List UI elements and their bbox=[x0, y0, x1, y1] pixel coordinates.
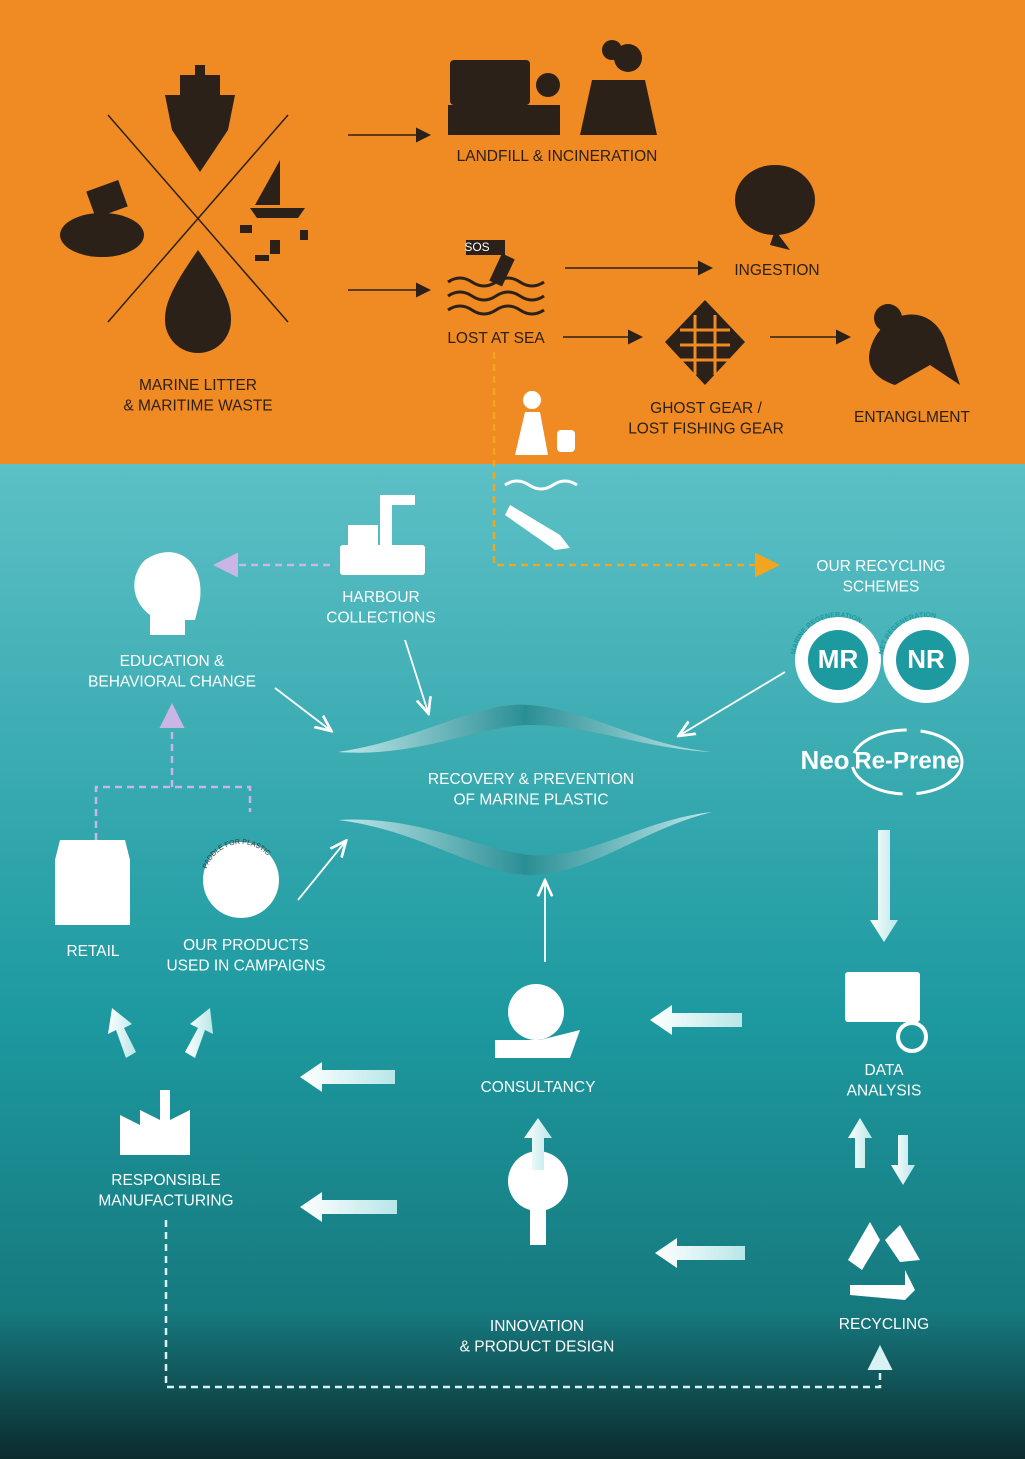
node-label: LANDFILL & INCINERATION bbox=[457, 148, 658, 165]
node-label: & MARITIME WASTE bbox=[123, 398, 272, 415]
node-label: OUR RECYCLING bbox=[816, 558, 945, 575]
node-label: MARINE LITTER bbox=[139, 377, 257, 394]
node-label: RECYCLING bbox=[839, 1316, 929, 1333]
reprene-text: Re-Prene bbox=[854, 747, 959, 774]
node-label: OUR PRODUCTS bbox=[183, 937, 309, 954]
node-label: & PRODUCT DESIGN bbox=[460, 1339, 615, 1356]
infographic: SOS bbox=[0, 0, 1025, 1459]
node-label: LOST FISHING GEAR bbox=[628, 421, 784, 438]
nr-text: NR bbox=[907, 644, 945, 674]
node-label: DATA bbox=[864, 1062, 904, 1079]
node-label: ENTANGLMENT bbox=[854, 409, 971, 426]
node-label: CONSULTANCY bbox=[481, 1079, 596, 1096]
node-label: MANUFACTURING bbox=[98, 1193, 233, 1210]
node-label: EDUCATION & bbox=[120, 653, 225, 670]
neo-text: Neo bbox=[800, 745, 849, 775]
node-label: INNOVATION bbox=[490, 1318, 584, 1335]
node-label: RESPONSIBLE bbox=[111, 1172, 220, 1189]
node-label: LOST AT SEA bbox=[447, 330, 545, 347]
node-label: INGESTION bbox=[734, 262, 819, 279]
node-label: HARBOUR bbox=[342, 589, 420, 606]
node-label: BEHAVIORAL CHANGE bbox=[88, 674, 256, 691]
page: SOS bbox=[0, 0, 1025, 1459]
node-label: RECOVERY & PREVENTION bbox=[428, 771, 634, 788]
node-label: OF MARINE PLASTIC bbox=[453, 792, 608, 809]
node-label: SCHEMES bbox=[843, 579, 920, 596]
sos-label: SOS bbox=[464, 240, 489, 254]
mr-text: MR bbox=[818, 644, 859, 674]
node-label: ANALYSIS bbox=[847, 1083, 922, 1100]
node-label: USED IN CAMPAIGNS bbox=[166, 958, 325, 975]
node-label: GHOST GEAR / bbox=[650, 400, 762, 417]
node-label: COLLECTIONS bbox=[326, 610, 435, 627]
node-label: RETAIL bbox=[66, 943, 119, 960]
